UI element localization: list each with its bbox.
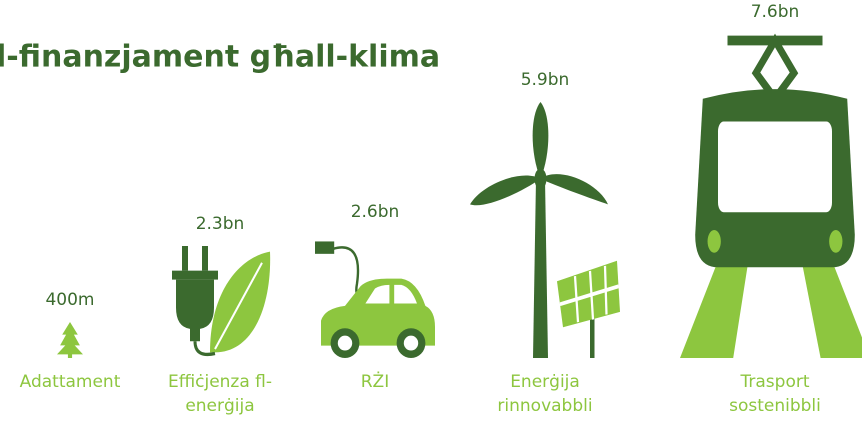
tram-light — [707, 230, 721, 253]
plug-cord — [193, 341, 216, 357]
wheel-hub — [403, 335, 419, 351]
icon — [172, 246, 271, 357]
category-label: Enerġija rinnovabbli — [497, 372, 593, 416]
icon — [315, 241, 435, 358]
car-window — [394, 284, 417, 304]
panel-grid — [559, 265, 619, 323]
wheel-hub — [337, 335, 353, 351]
category-label: Trasport sostenibbli — [729, 372, 821, 416]
tree-top — [57, 322, 83, 355]
rail — [801, 260, 862, 359]
tree-trunk — [67, 353, 73, 358]
cable-plug — [315, 241, 335, 254]
leaf-vein — [214, 262, 263, 350]
chart-title: l-finanzjament għall-klima — [0, 40, 440, 75]
blade — [470, 175, 541, 206]
icon — [57, 322, 83, 358]
tower — [533, 178, 548, 358]
plug-top — [172, 270, 218, 280]
blade — [540, 174, 608, 205]
value-label: 7.6bn — [751, 2, 800, 22]
rail — [680, 260, 749, 358]
icon — [470, 102, 620, 358]
category-label: RŻI — [360, 372, 390, 392]
category-label: Adattament — [19, 372, 121, 392]
icon — [680, 33, 862, 359]
blade — [532, 102, 549, 179]
category-label: Effiċjenza fl-enerġija — [167, 372, 273, 416]
plug-body — [176, 279, 214, 342]
value-label: 5.9bn — [521, 70, 570, 90]
tram-window — [718, 121, 832, 213]
tram-light — [829, 230, 843, 253]
panel-pole — [590, 306, 595, 358]
car-window — [365, 284, 390, 304]
value-label: 400m — [45, 290, 94, 310]
plug-pin — [182, 246, 188, 271]
plug-pin — [202, 246, 208, 271]
value-label: 2.3bn — [196, 214, 245, 234]
hub — [534, 168, 547, 190]
value-label: 2.6bn — [351, 202, 400, 222]
